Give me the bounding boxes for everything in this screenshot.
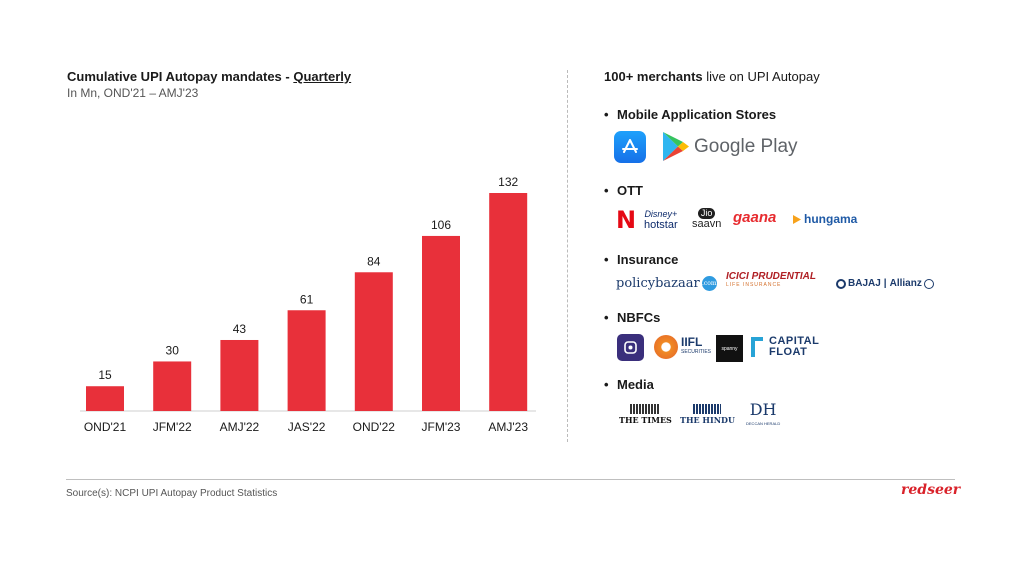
redseer-logo: redseer: [901, 482, 961, 498]
disney-label: Disney+: [644, 209, 678, 219]
iifl-emblem-icon: [654, 335, 678, 359]
category-media: Media: [604, 377, 654, 392]
chart-title-main: Cumulative UPI Autopay mandates -: [67, 69, 294, 84]
prudential-label: PRUDENTIAL: [751, 271, 817, 282]
category-insurance: Insurance: [604, 252, 678, 267]
dh-sub-label: DECCAN HERALD: [746, 421, 781, 426]
iifl-sub-label: SECURITIES: [681, 349, 712, 355]
chart-title-underlined: Quarterly: [293, 69, 352, 84]
icici-sub-label: LIFE INSURANCE: [726, 282, 782, 288]
google-play-icon: [663, 132, 689, 161]
capital-float-logo: CAPITAL FLOAT: [751, 336, 819, 358]
hungama-logo: hungama: [792, 212, 857, 226]
footer-divider: [66, 479, 955, 480]
google-play-label: Google Play: [694, 135, 798, 157]
nbfc-app-icon: [617, 334, 644, 361]
float-label: FLOAT: [769, 346, 808, 358]
x-tick-label-3: JAS'22: [288, 420, 326, 434]
bar-6: [489, 193, 528, 411]
iifl-label: IIFL: [681, 335, 703, 349]
hindu-crest-icon: [693, 404, 722, 414]
times-crest-icon: [630, 404, 661, 414]
hungama-label: hungama: [804, 212, 858, 226]
times-logo: THE TIMES: [619, 404, 672, 425]
bar-chart: 15 OND'21 30 JFM'22 43 AMJ'22 61 JAS'22 84 OND'22…: [80, 175, 536, 434]
data-label-6: 132: [498, 175, 518, 189]
data-label-5: 106: [431, 218, 451, 232]
spanny-logo: spanny: [716, 335, 743, 362]
data-label-3: 61: [300, 292, 314, 306]
bajaj-emblem-icon: [836, 278, 846, 289]
category-nbfcs: NBFCs: [604, 310, 660, 325]
icici-prudential-logo: ICICI PRUDENTIAL LIFE INSURANCE: [726, 272, 816, 290]
deccan-herald-logo: DH DECCAN HERALD: [746, 401, 780, 429]
disney-hotstar-logo: Disney+ hotstar: [644, 209, 678, 231]
bar-0: [86, 386, 124, 411]
capital-float-icon: [751, 337, 763, 357]
app-store-icon: [614, 131, 646, 163]
hotstar-label: hotstar: [644, 219, 678, 231]
bar-4: [354, 272, 393, 411]
bajaj-label: BAJAJ: [848, 278, 881, 289]
data-label-4: 84: [367, 254, 381, 268]
data-label-1: 30: [166, 343, 180, 357]
bar-2: [220, 339, 259, 411]
jiosaavn-logo: Jio saavn: [692, 208, 721, 230]
gaana-logo: gaana: [733, 209, 777, 226]
category-ott: OTT: [604, 183, 643, 198]
iifl-logo: IIFL SECURITIES: [654, 335, 711, 359]
merchants-count: 100+ merchants: [604, 69, 703, 84]
x-tick-label-5: JFM'23: [422, 420, 461, 434]
x-tick-label-4: OND'22: [353, 420, 396, 434]
hindu-label: THE HINDU: [680, 415, 735, 425]
x-tick-label-0: OND'21: [84, 420, 127, 434]
x-tick-label-6: AMJ'23: [488, 420, 528, 434]
icici-label: ICICI: [726, 271, 749, 282]
dh-label: DH: [749, 400, 777, 419]
google-play-logo: Google Play: [662, 131, 798, 162]
bar-5: [422, 235, 460, 411]
bar-3: [287, 310, 326, 411]
policybazaar-a: policy: [616, 276, 656, 291]
data-label-0: 15: [98, 368, 112, 382]
data-label-2: 43: [233, 322, 247, 336]
policybazaar-b: bazaar: [655, 276, 700, 291]
capital-label: CAPITAL: [769, 335, 820, 347]
chart-title: Cumulative UPI Autopay mandates - Quarte…: [67, 69, 351, 84]
category-mobile-app-stores: Mobile Application Stores: [604, 107, 776, 122]
vertical-divider: [567, 70, 568, 442]
allianz-emblem-icon: [923, 278, 934, 289]
bajaj-allianz-logo: BAJAJ | Allianz: [836, 278, 934, 289]
policybazaar-logo: policy bazaar .com: [616, 276, 717, 291]
policybazaar-c: .com: [701, 276, 717, 291]
saavn-label: saavn: [692, 218, 722, 230]
merchants-title-rest: live on UPI Autopay: [702, 69, 820, 84]
hindu-logo: THE HINDU: [680, 404, 735, 425]
bar-1: [153, 361, 192, 411]
x-tick-label-1: JFM'22: [153, 420, 192, 434]
hungama-play-icon: [793, 214, 801, 224]
jio-label: Jio: [697, 208, 716, 219]
x-tick-label-2: AMJ'22: [220, 420, 260, 434]
times-label: THE TIMES: [619, 415, 672, 425]
allianz-label: Allianz: [889, 278, 922, 289]
merchants-title: 100+ merchants live on UPI Autopay: [604, 69, 820, 84]
source-note: Source(s): NCPI UPI Autopay Product Stat…: [66, 488, 278, 499]
chart-subtitle: In Mn, OND'21 – AMJ'23: [67, 86, 199, 100]
netflix-logo: N: [616, 206, 637, 234]
